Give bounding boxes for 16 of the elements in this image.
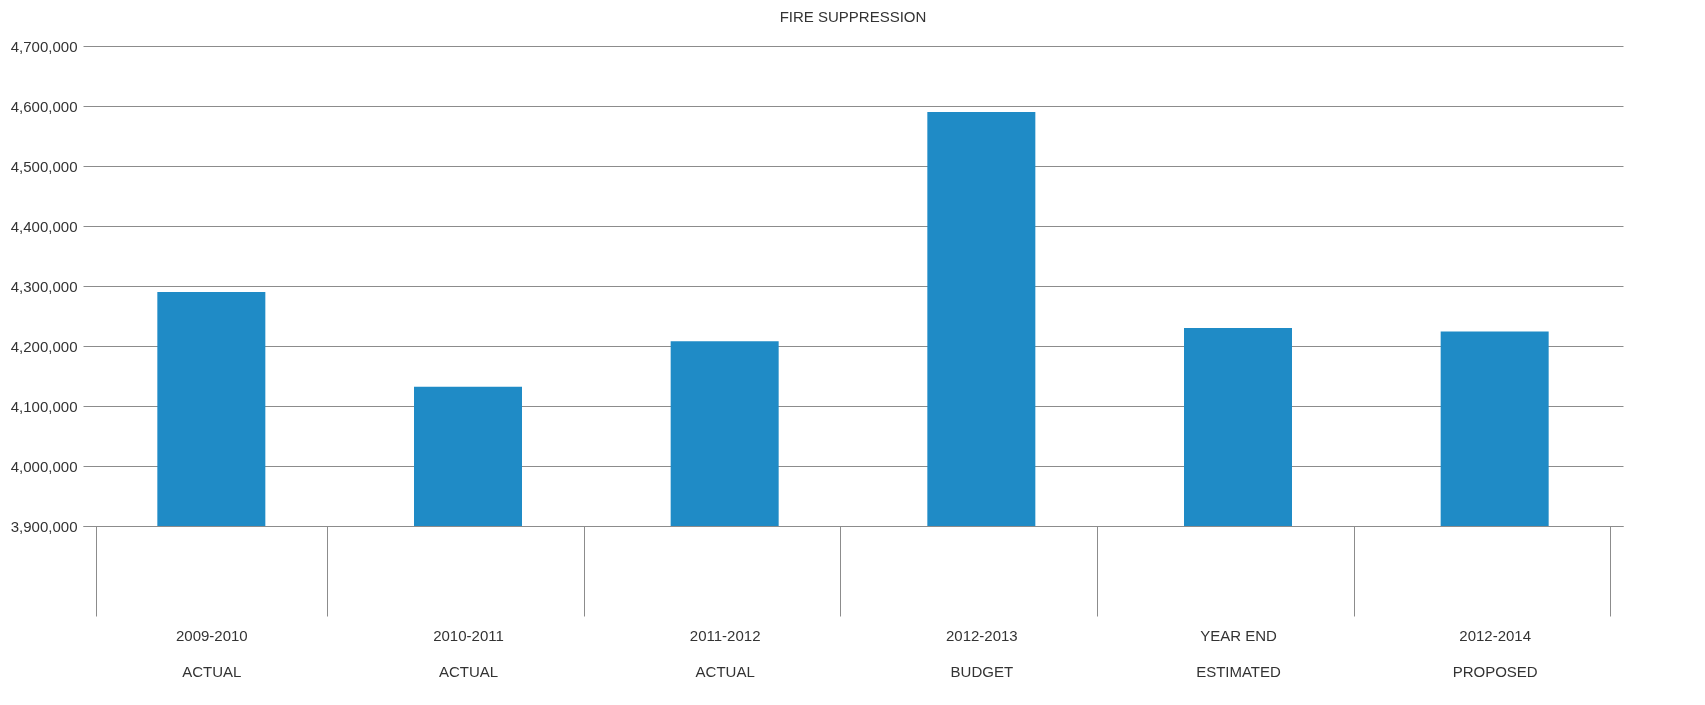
chart-title: FIRE SUPPRESSION xyxy=(779,8,927,25)
y-tick-label: 3,900,000 xyxy=(10,517,78,535)
category-label: 2009-2010 ACTUAL xyxy=(175,626,248,680)
y-tick-label: 4,300,000 xyxy=(10,277,78,295)
y-tick-label: 4,000,000 xyxy=(10,457,78,475)
category-label: 2011-2012 ACTUAL xyxy=(689,626,761,680)
y-tick-label: 4,100,000 xyxy=(10,397,78,415)
category-label: 2010-2011 ACTUAL xyxy=(433,626,504,680)
category-label: 2012-2013 BUDGET xyxy=(945,626,1018,680)
y-tick-label: 4,700,000 xyxy=(10,37,78,55)
category-label: 2012-2014 PROPOSED xyxy=(1452,626,1538,680)
y-tick-label: 4,400,000 xyxy=(10,217,78,235)
y-tick-label: 4,500,000 xyxy=(10,157,78,175)
category-label: YEAR END ESTIMATED xyxy=(1196,626,1281,680)
y-tick-label: 4,200,000 xyxy=(10,337,78,355)
y-tick-label: 4,600,000 xyxy=(10,97,78,115)
